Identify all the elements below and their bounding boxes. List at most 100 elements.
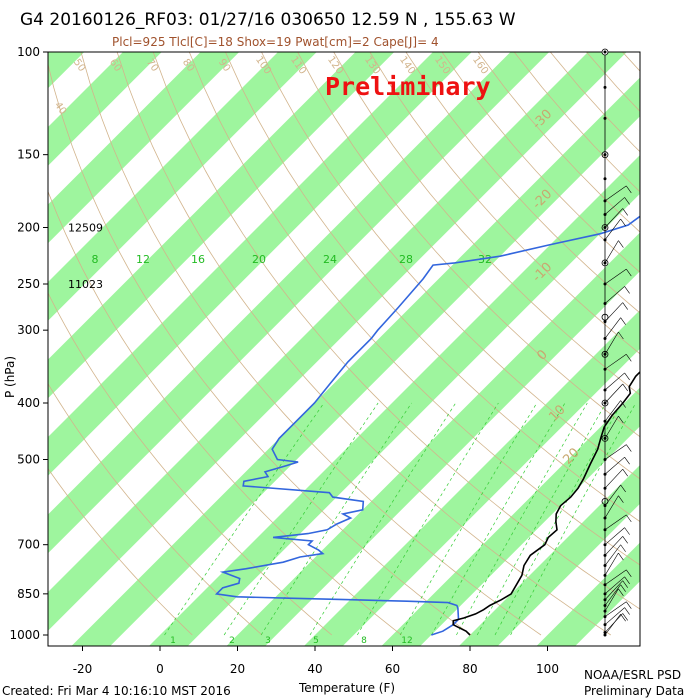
wind-barb-flag-33 xyxy=(620,584,626,592)
organization-label: NOAA/ESRL PSD xyxy=(584,668,682,682)
wind-level-dot-4 xyxy=(603,177,607,181)
y-tick-label-0: 100 xyxy=(17,45,40,59)
isotherm-band-9 xyxy=(48,52,317,321)
isotherm-band-19 xyxy=(458,464,640,646)
mixing-ratio-line-3 xyxy=(309,402,456,636)
x-tick-label-2: 20 xyxy=(230,662,245,676)
isotherm-band-11 xyxy=(48,52,472,476)
wind-barb-flag-12 xyxy=(622,302,628,310)
y-axis-label: P (hPa) xyxy=(3,356,17,398)
isotherm-band-20 xyxy=(536,542,640,646)
isotherm-band-15 xyxy=(148,155,640,646)
wind-barb-flag-25 xyxy=(626,514,632,523)
wind-barb-flag-17 xyxy=(622,383,628,392)
y-tick-label-6: 500 xyxy=(17,452,40,466)
wind-barb-13 xyxy=(604,317,621,339)
isotherm-band-12 xyxy=(48,52,550,554)
wind-barb-16 xyxy=(604,372,625,391)
x-axis: -20 0 20 40 60 80 100 xyxy=(73,646,559,676)
wind-calm-marker-1 xyxy=(601,224,609,231)
dry-adiabat-4 xyxy=(48,62,472,636)
wind-barb-flag-5 xyxy=(626,185,632,194)
wind-barb-10 xyxy=(604,268,627,285)
mixing-ratio-label-3: 20 xyxy=(252,253,266,266)
mixing-ratio-label-0: 8 xyxy=(92,253,99,266)
wind-barb-flag-19 xyxy=(618,415,624,424)
wind-barb-flag-9 xyxy=(618,240,624,248)
wind-barb-14 xyxy=(604,331,619,355)
wind-barb-5 xyxy=(604,185,627,202)
wind-barb-31 xyxy=(604,576,625,595)
dry-adiabat-3 xyxy=(48,190,402,636)
y-tick-label-8: 850 xyxy=(17,587,40,601)
isotherm-band-7 xyxy=(48,52,162,166)
wind-barb-flag-23 xyxy=(620,484,626,493)
wind-barb-38 xyxy=(604,614,621,636)
mixing-ratio-line-1 xyxy=(223,402,379,636)
wind-barb-33 xyxy=(604,584,621,606)
wind-barb-flag-27 xyxy=(622,536,628,544)
wind-barb-28 xyxy=(604,544,621,566)
wind-level-dot-0 xyxy=(603,50,607,54)
y-axis: 100 150 200 250 300 400 500 700 850 1000 xyxy=(9,45,48,642)
wind-barb-34 xyxy=(604,588,619,612)
isotherm-band-14 xyxy=(71,77,640,646)
wind-level-dot-1 xyxy=(603,85,607,89)
wind-barb-flag-38 xyxy=(620,614,626,622)
wind-barb-flag-8 xyxy=(620,218,626,227)
wind-level-dot-3 xyxy=(603,153,607,157)
wind-calm-marker-7 xyxy=(601,498,609,505)
wind-calm-marker-2 xyxy=(601,259,609,267)
wind-barb-36 xyxy=(604,607,625,625)
wind-barb-7 xyxy=(604,208,623,228)
dry-adiabat-0 xyxy=(48,467,193,636)
wind-barb-flag-34 xyxy=(618,588,624,597)
wind-level-dot-2 xyxy=(603,116,607,120)
dewpoint-profile-line xyxy=(214,215,640,636)
mixing-ratio-line-2 xyxy=(260,402,412,636)
wind-barb-20 xyxy=(604,444,627,460)
wind-barb-flag-29 xyxy=(618,552,624,561)
wind-barb-22 xyxy=(604,468,623,489)
wind-barb-25 xyxy=(604,514,627,531)
stability-indices: Plcl=925 Tlcl[C]=18 Shox=19 Pwat[cm]=2 C… xyxy=(112,35,439,49)
mixing-ratio-label-4: 24 xyxy=(323,253,337,266)
dry-adiabat-12 xyxy=(333,52,640,396)
mixing-ratio-line-4 xyxy=(356,402,499,636)
wind-barb-flag-26 xyxy=(624,527,630,535)
x-tick-label-3: 40 xyxy=(307,662,322,676)
wind-calm-marker-0 xyxy=(601,151,609,159)
isotherm-band-16 xyxy=(226,232,640,646)
wind-barb-27 xyxy=(604,536,623,556)
y-tick-label-1: 150 xyxy=(17,148,40,162)
x-tick-label-6: 100 xyxy=(536,662,559,676)
dry-adiabat-11 xyxy=(297,52,640,438)
x-tick-label-1: 0 xyxy=(156,662,164,676)
isotherm-bands xyxy=(48,52,640,646)
wind-barb-11 xyxy=(604,286,625,304)
mixing-ratio-bottom-label-3: 5 xyxy=(313,636,319,646)
wind-barb-17 xyxy=(604,383,623,404)
wind-barb-flag-20 xyxy=(626,444,632,452)
mixing-ratio-labels: 8 12 16 20 24 28 321 2 3 5 8 12 xyxy=(92,253,493,646)
mixing-ratio-bottom-label-0: 1 xyxy=(170,636,176,646)
wind-barb-flag-35 xyxy=(626,601,632,609)
y-tick-label-3: 250 xyxy=(17,277,40,291)
mixing-ratio-bottom-label-2: 3 xyxy=(265,636,271,646)
wind-barb-flag-31 xyxy=(624,576,630,584)
wind-calm-marker-5 xyxy=(601,399,609,407)
dry-adiabat-8 xyxy=(188,52,640,566)
y-tick-label-5: 400 xyxy=(17,396,40,410)
dry-adiabat-22 xyxy=(695,52,700,635)
wind-barb-19 xyxy=(604,415,619,439)
wind-barb-flag-6 xyxy=(624,197,630,205)
temperature-profile-line xyxy=(452,370,640,636)
wind-barb-26 xyxy=(604,527,625,545)
dry-adiabat-2 xyxy=(48,292,333,636)
wind-barb-flag-28 xyxy=(620,544,626,552)
y-tick-label-2: 200 xyxy=(17,221,40,235)
mixing-ratio-line-6 xyxy=(431,402,566,636)
dry-adiabat-14 xyxy=(405,52,640,314)
